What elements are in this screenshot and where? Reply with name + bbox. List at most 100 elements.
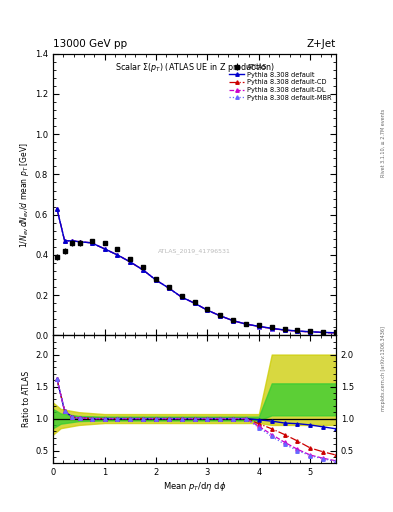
Pythia 8.308 default-CD [308, 329, 313, 335]
Pythia 8.308 default-DL [179, 294, 184, 300]
Text: Z+Jet: Z+Jet [307, 38, 336, 49]
Pythia 8.308 default-CD [257, 324, 261, 330]
Pythia 8.308 default [257, 323, 261, 329]
Pythia 8.308 default-MBR [282, 327, 287, 333]
Pythia 8.308 default-CD [321, 330, 325, 336]
Pythia 8.308 default-DL [55, 205, 59, 212]
Pythia 8.308 default-DL [62, 238, 67, 244]
Pythia 8.308 default-MBR [128, 259, 132, 265]
Pythia 8.308 default [115, 252, 120, 258]
Pythia 8.308 default-DL [269, 326, 274, 332]
Pythia 8.308 default-CD [167, 285, 171, 291]
Pythia 8.308 default-MBR [141, 267, 145, 273]
Pythia 8.308 default-CD [115, 252, 120, 258]
Pythia 8.308 default-MBR [78, 239, 83, 245]
Pythia 8.308 default-MBR [115, 252, 120, 258]
Pythia 8.308 default-MBR [102, 246, 107, 252]
Pythia 8.308 default-DL [89, 240, 94, 246]
Pythia 8.308 default [205, 307, 210, 313]
Pythia 8.308 default-MBR [244, 321, 248, 327]
Pythia 8.308 default-CD [128, 259, 132, 265]
Pythia 8.308 default-CD [154, 277, 158, 283]
Pythia 8.308 default-MBR [231, 317, 235, 324]
Pythia 8.308 default [154, 277, 158, 283]
Pythia 8.308 default-MBR [154, 277, 158, 283]
Pythia 8.308 default-MBR [334, 330, 338, 336]
Text: Scalar $\Sigma(p_T)$ (ATLAS UE in Z production): Scalar $\Sigma(p_T)$ (ATLAS UE in Z prod… [115, 61, 274, 74]
Pythia 8.308 default-MBR [167, 285, 171, 291]
Pythia 8.308 default [218, 313, 222, 319]
Pythia 8.308 default-DL [141, 267, 145, 273]
Pythia 8.308 default-CD [192, 300, 197, 306]
Pythia 8.308 default [295, 328, 300, 334]
Pythia 8.308 default-MBR [179, 294, 184, 300]
Pythia 8.308 default-CD [295, 328, 300, 334]
Pythia 8.308 default [55, 205, 59, 212]
Pythia 8.308 default-MBR [55, 205, 59, 212]
Pythia 8.308 default-CD [102, 246, 107, 252]
Pythia 8.308 default-DL [308, 329, 313, 335]
Pythia 8.308 default-MBR [308, 329, 313, 335]
Pythia 8.308 default-CD [231, 317, 235, 324]
X-axis label: Mean $p_T$/d$\eta$ d$\phi$: Mean $p_T$/d$\eta$ d$\phi$ [163, 480, 226, 493]
Pythia 8.308 default-DL [205, 307, 210, 313]
Legend: ATLAS, Pythia 8.308 default, Pythia 8.308 default-CD, Pythia 8.308 default-DL, P: ATLAS, Pythia 8.308 default, Pythia 8.30… [228, 63, 333, 102]
Pythia 8.308 default-CD [334, 330, 338, 336]
Pythia 8.308 default [128, 259, 132, 265]
Pythia 8.308 default-CD [244, 321, 248, 327]
Pythia 8.308 default-MBR [269, 326, 274, 332]
Pythia 8.308 default [62, 238, 67, 244]
Pythia 8.308 default-DL [128, 259, 132, 265]
Pythia 8.308 default [308, 329, 313, 335]
Pythia 8.308 default [141, 267, 145, 273]
Pythia 8.308 default [321, 329, 325, 335]
Pythia 8.308 default-MBR [62, 238, 67, 244]
Pythia 8.308 default [102, 246, 107, 252]
Pythia 8.308 default-DL [154, 277, 158, 283]
Text: Rivet 3.1.10, ≥ 2.7M events: Rivet 3.1.10, ≥ 2.7M events [381, 109, 386, 178]
Pythia 8.308 default [231, 317, 235, 324]
Pythia 8.308 default [334, 330, 338, 336]
Pythia 8.308 default-DL [231, 317, 235, 324]
Pythia 8.308 default [269, 325, 274, 331]
Pythia 8.308 default-MBR [257, 324, 261, 330]
Pythia 8.308 default [282, 327, 287, 333]
Pythia 8.308 default-MBR [218, 313, 222, 319]
Pythia 8.308 default-CD [269, 326, 274, 332]
Pythia 8.308 default-DL [192, 300, 197, 306]
Pythia 8.308 default-DL [334, 330, 338, 336]
Pythia 8.308 default-MBR [321, 330, 325, 336]
Line: Pythia 8.308 default-MBR: Pythia 8.308 default-MBR [55, 207, 338, 335]
Pythia 8.308 default-DL [321, 330, 325, 336]
Line: Pythia 8.308 default-DL: Pythia 8.308 default-DL [55, 207, 338, 335]
Pythia 8.308 default-CD [179, 294, 184, 300]
Line: Pythia 8.308 default: Pythia 8.308 default [55, 207, 338, 334]
Pythia 8.308 default-CD [55, 205, 59, 212]
Pythia 8.308 default-DL [78, 239, 83, 245]
Pythia 8.308 default-CD [78, 239, 83, 245]
Pythia 8.308 default [192, 300, 197, 306]
Pythia 8.308 default-DL [295, 328, 300, 334]
Pythia 8.308 default-DL [70, 238, 75, 244]
Pythia 8.308 default-CD [205, 307, 210, 313]
Pythia 8.308 default [167, 285, 171, 291]
Pythia 8.308 default [89, 240, 94, 246]
Pythia 8.308 default [70, 238, 75, 244]
Line: Pythia 8.308 default-CD: Pythia 8.308 default-CD [55, 207, 338, 335]
Pythia 8.308 default-DL [115, 252, 120, 258]
Pythia 8.308 default-DL [257, 324, 261, 330]
Pythia 8.308 default [179, 294, 184, 300]
Pythia 8.308 default-MBR [70, 238, 75, 244]
Pythia 8.308 default-DL [244, 321, 248, 327]
Text: mcplots.cern.ch [arXiv:1306.3436]: mcplots.cern.ch [arXiv:1306.3436] [381, 326, 386, 411]
Pythia 8.308 default-CD [62, 238, 67, 244]
Pythia 8.308 default-CD [218, 313, 222, 319]
Text: ATLAS_2019_41796531: ATLAS_2019_41796531 [158, 248, 231, 254]
Pythia 8.308 default-MBR [205, 307, 210, 313]
Pythia 8.308 default-MBR [295, 328, 300, 334]
Pythia 8.308 default-CD [141, 267, 145, 273]
Pythia 8.308 default-CD [70, 238, 75, 244]
Pythia 8.308 default-DL [167, 285, 171, 291]
Pythia 8.308 default-CD [89, 240, 94, 246]
Pythia 8.308 default-DL [102, 246, 107, 252]
